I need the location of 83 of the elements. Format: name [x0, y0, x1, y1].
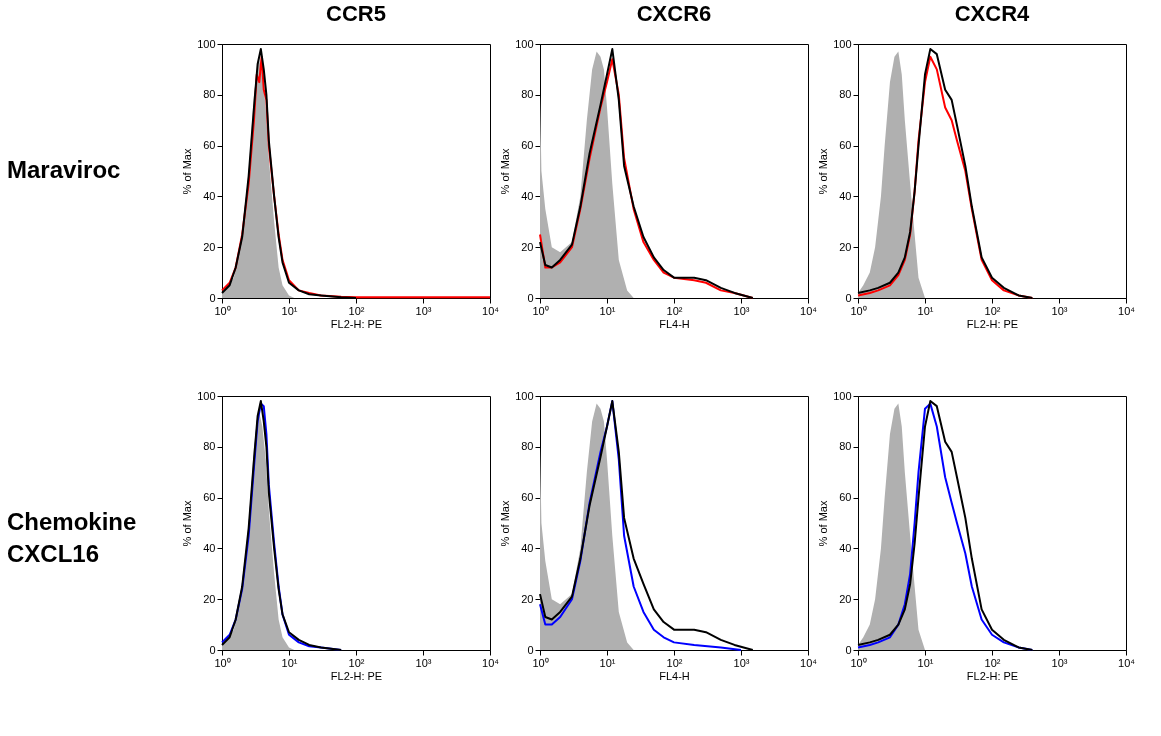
y-tick-label: 40	[203, 189, 216, 202]
y-tick-label: 100	[515, 389, 534, 402]
y-tick-label: 60	[203, 139, 216, 152]
y-tick-label: 40	[839, 189, 852, 202]
x-tick-label: 10⁰	[214, 304, 231, 317]
y-tick-label: 40	[521, 189, 534, 202]
x-tick-label: 10¹	[917, 304, 934, 317]
x-tick-label: 10⁰	[532, 656, 549, 669]
x-tick-label: 10²	[984, 656, 1001, 669]
y-tick-label: 20	[521, 592, 534, 605]
y-axis-title: % of Max	[181, 500, 194, 547]
y-tick-label: 20	[521, 240, 534, 253]
chart-title: CXCR6	[636, 1, 712, 26]
x-tick-label: 10³	[733, 656, 750, 669]
x-tick-label: 10²	[666, 656, 683, 669]
x-tick-label: 10¹	[599, 656, 616, 669]
chart-title: CXCR4	[954, 1, 1031, 26]
x-tick-label: 10⁴	[1118, 304, 1136, 317]
y-tick-label: 100	[833, 389, 852, 402]
x-tick-label: 10⁴	[482, 304, 500, 317]
y-tick-label: 60	[521, 491, 534, 504]
y-tick-label: 20	[839, 240, 852, 253]
y-axis-title: % of Max	[499, 500, 512, 547]
y-tick-label: 0	[845, 643, 852, 656]
x-tick-label: 10⁰	[214, 656, 231, 669]
y-axis-title: % of Max	[181, 148, 194, 195]
y-tick-label: 0	[527, 291, 534, 304]
x-axis-title: FL2-H: PE	[330, 669, 383, 682]
y-tick-label: 60	[203, 491, 216, 504]
y-tick-label: 0	[209, 643, 216, 656]
x-axis-title: FL4-H	[659, 317, 690, 330]
y-tick-label: 60	[839, 139, 852, 152]
y-tick-label: 80	[203, 440, 216, 453]
x-tick-label: 10³	[733, 304, 750, 317]
y-tick-label: 80	[839, 88, 852, 101]
y-tick-label: 20	[203, 592, 216, 605]
x-tick-label: 10⁰	[850, 304, 867, 317]
y-axis-title: % of Max	[499, 148, 512, 195]
x-tick-label: 10¹	[281, 304, 298, 317]
y-tick-label: 100	[515, 37, 534, 50]
y-tick-label: 20	[203, 240, 216, 253]
y-axis-title: % of Max	[817, 148, 830, 195]
x-tick-label: 10³	[415, 656, 432, 669]
y-tick-label: 0	[845, 291, 852, 304]
y-axis-title: % of Max	[817, 500, 830, 547]
x-tick-label: 10³	[1051, 656, 1068, 669]
x-tick-label: 10¹	[281, 656, 298, 669]
y-tick-label: 60	[839, 491, 852, 504]
y-tick-label: 80	[521, 440, 534, 453]
x-tick-label: 10²	[984, 304, 1001, 317]
x-tick-label: 10¹	[599, 304, 616, 317]
y-tick-label: 80	[203, 88, 216, 101]
y-tick-label: 40	[839, 541, 852, 554]
y-tick-label: 0	[209, 291, 216, 304]
y-tick-label: 40	[521, 541, 534, 554]
y-tick-label: 80	[521, 88, 534, 101]
text: Maraviroc	[7, 156, 121, 183]
y-tick-label: 100	[197, 37, 216, 50]
x-tick-label: 10⁴	[1118, 656, 1136, 669]
x-tick-label: 10⁰	[850, 656, 867, 669]
x-tick-label: 10⁴	[800, 304, 818, 317]
x-tick-label: 10²	[666, 304, 683, 317]
x-tick-label: 10⁰	[532, 304, 549, 317]
x-axis-title: FL2-H: PE	[330, 317, 383, 330]
x-tick-label: 10²	[348, 656, 365, 669]
x-tick-label: 10²	[348, 304, 365, 317]
x-tick-label: 10³	[415, 304, 432, 317]
y-tick-label: 20	[839, 592, 852, 605]
y-tick-label: 0	[527, 643, 534, 656]
x-tick-label: 10¹	[917, 656, 934, 669]
text: Chemokine CXCL16	[7, 508, 137, 567]
x-tick-label: 10³	[1051, 304, 1068, 317]
y-tick-label: 40	[203, 541, 216, 554]
x-axis-title: FL2-H: PE	[966, 317, 1019, 330]
x-tick-label: 10⁴	[482, 656, 500, 669]
y-tick-label: 100	[833, 37, 852, 50]
y-tick-label: 60	[521, 139, 534, 152]
y-tick-label: 100	[197, 389, 216, 402]
chart-title: CCR5	[326, 1, 386, 26]
x-tick-label: 10⁴	[800, 656, 818, 669]
x-axis-title: FL2-H: PE	[966, 669, 1019, 682]
y-tick-label: 80	[839, 440, 852, 453]
x-axis-title: FL4-H	[659, 669, 690, 682]
